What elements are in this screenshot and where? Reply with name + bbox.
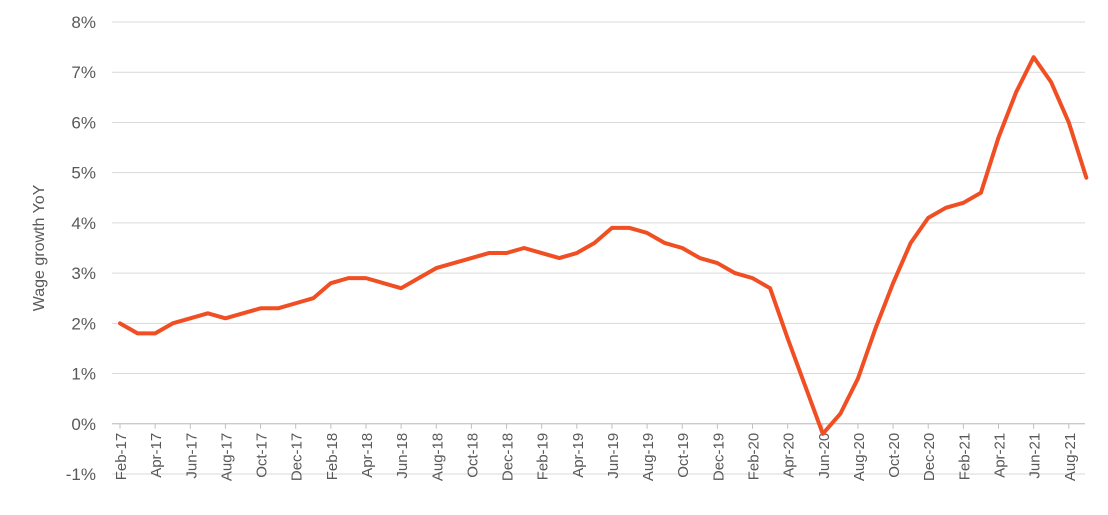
gridlines bbox=[112, 21, 1085, 475]
y-axis-label: Wage growth YoY bbox=[31, 184, 48, 311]
x-tick-label: Oct-20 bbox=[886, 433, 903, 478]
y-tick-label: 3% bbox=[71, 264, 96, 283]
x-tick-label: Aug-18 bbox=[429, 433, 446, 481]
x-tick-label: Oct-18 bbox=[464, 433, 481, 478]
x-tick-label: Dec-18 bbox=[500, 433, 517, 481]
x-tick-label: Feb-18 bbox=[324, 433, 341, 481]
y-axis-ticks: -1% 0% 1% 2% 3% 4% 5% 6% 7% 8% bbox=[66, 13, 96, 484]
x-tick-label: Dec-20 bbox=[921, 433, 938, 481]
x-tick-label: Aug-21 bbox=[1062, 433, 1079, 481]
x-tick-label: Aug-19 bbox=[640, 433, 657, 481]
x-tick-label: Jun-21 bbox=[1027, 433, 1044, 479]
x-tick-label: Apr-18 bbox=[359, 433, 376, 478]
x-tick-label: Jun-20 bbox=[816, 433, 833, 479]
x-tick-label: Apr-21 bbox=[992, 433, 1009, 478]
y-tick-label: 2% bbox=[71, 314, 96, 333]
y-tick-label: 7% bbox=[71, 63, 96, 82]
x-tick-label: Feb-19 bbox=[535, 433, 552, 481]
y-tick-label: 6% bbox=[71, 113, 96, 132]
x-tick-label: Oct-17 bbox=[254, 433, 271, 478]
y-tick-label: 1% bbox=[71, 365, 96, 384]
y-tick-label: 0% bbox=[71, 415, 96, 434]
x-tick-label: Aug-17 bbox=[218, 433, 235, 481]
x-tick-label: Feb-17 bbox=[113, 433, 130, 481]
x-tick-label: Aug-20 bbox=[851, 433, 868, 481]
y-tick-label: 8% bbox=[71, 13, 96, 32]
x-tick-label: Jun-18 bbox=[394, 433, 411, 479]
x-tick-label: Dec-17 bbox=[289, 433, 306, 481]
x-axis-ticks: Feb-17 Apr-17 Jun-17 Aug-17 Oct-17 Dec-17 Feb-… bbox=[113, 423, 1079, 481]
x-tick-label: Apr-17 bbox=[148, 433, 165, 478]
series-line bbox=[118, 55, 1089, 436]
x-tick-label: Feb-21 bbox=[956, 433, 973, 481]
y-tick-label: -1% bbox=[66, 465, 96, 484]
x-tick-label: Oct-19 bbox=[675, 433, 692, 478]
x-tick-label: Apr-19 bbox=[570, 433, 587, 478]
x-tick-label: Dec-19 bbox=[710, 433, 727, 481]
x-tick-label: Jun-17 bbox=[183, 433, 200, 479]
series-lines bbox=[118, 55, 1089, 436]
x-tick-label: Jun-19 bbox=[605, 433, 622, 479]
x-tick-label: Apr-20 bbox=[781, 433, 798, 478]
x-tick-label: Feb-20 bbox=[746, 433, 763, 481]
y-tick-label: 5% bbox=[71, 164, 96, 183]
y-tick-label: 4% bbox=[71, 214, 96, 233]
